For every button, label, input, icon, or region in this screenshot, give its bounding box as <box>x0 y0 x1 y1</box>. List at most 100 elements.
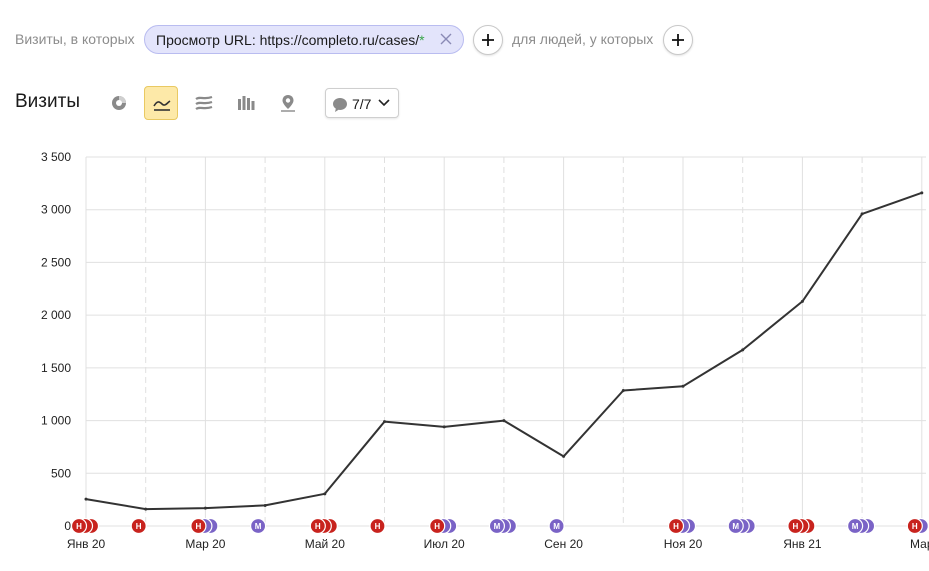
data-point <box>442 425 446 429</box>
data-point <box>860 212 864 216</box>
chart-toolbar: Визиты <box>0 84 929 120</box>
annotation-marker <box>70 517 88 535</box>
annotation-group: Н <box>130 517 147 535</box>
annotation-marker <box>130 517 147 535</box>
segment-filter-bar: Визиты, в которых Просмотр URL: https://… <box>0 0 929 80</box>
data-point <box>383 420 386 424</box>
annotation-marker <box>309 517 326 535</box>
add-visit-condition-button[interactable] <box>473 25 503 55</box>
data-point <box>562 454 566 458</box>
line-chart-icon <box>153 100 171 111</box>
y-tick-label: 2 000 <box>41 308 71 322</box>
data-point <box>263 503 267 507</box>
annotation-group: М <box>548 517 565 535</box>
comment-icon <box>333 98 347 112</box>
page-title: Визиты <box>15 91 80 112</box>
x-tick-label: Янв 21 <box>783 537 822 551</box>
annotation-marker-label: М <box>494 522 501 531</box>
y-tick-label: 3 500 <box>41 150 71 164</box>
map-icon <box>281 95 295 112</box>
annotation-group: Н <box>309 517 338 535</box>
annotation-marker-label: Н <box>196 522 202 531</box>
annotation-group: М <box>727 517 756 535</box>
plus-icon <box>672 34 684 46</box>
add-people-condition-button[interactable] <box>663 25 693 55</box>
annotation-marker-label: Н <box>136 522 142 531</box>
annotation-marker-label: М <box>732 522 739 531</box>
annotation-marker-label: М <box>553 522 560 531</box>
annotation-marker <box>846 517 864 535</box>
map-button[interactable] <box>271 86 305 120</box>
url-filter-chip-label: Просмотр URL: https://completo.ru/cases/ <box>156 31 420 48</box>
y-tick-label: 3 000 <box>41 203 71 217</box>
data-point <box>621 389 625 393</box>
x-tick-label: Июл 20 <box>424 537 465 551</box>
annotation-marker <box>667 517 685 535</box>
x-tick-label: Янв 20 <box>67 537 106 551</box>
y-tick-label: 0 <box>64 519 71 533</box>
annotation-marker-label: Н <box>434 522 440 531</box>
x-tick-label: Мар <box>910 537 929 551</box>
visits-line-chart: 0 500 1 000 1 500 2 000 2 500 3 000 3 500 Янв 20… <box>0 140 929 571</box>
bar-chart-button[interactable] <box>229 86 263 120</box>
annotation-group: Н <box>667 517 697 535</box>
data-point <box>681 384 685 388</box>
data-point <box>323 492 327 496</box>
annotation-marker <box>190 517 207 535</box>
annotation-group: Н <box>190 517 219 535</box>
pie-chart-icon <box>112 96 126 110</box>
annotation-group: Н <box>787 517 816 535</box>
annotation-marker <box>250 517 267 535</box>
annotation-group: Н <box>369 517 386 535</box>
x-tick-label: Мар 20 <box>185 537 225 551</box>
annotation-marker <box>548 517 565 535</box>
area-chart-button[interactable] <box>187 86 221 120</box>
annotation-marker <box>727 517 744 535</box>
annotation-group: М <box>488 517 517 535</box>
annotation-marker <box>488 517 505 535</box>
annotation-group: М <box>250 517 267 535</box>
x-tick-label: Ноя 20 <box>664 537 703 551</box>
data-point <box>502 419 506 423</box>
chevron-down-icon <box>378 99 390 107</box>
notes-count: 7/7 <box>352 96 372 112</box>
annotation-marker-label: Н <box>912 522 918 531</box>
pie-chart-button[interactable] <box>102 86 136 120</box>
annotation-marker-label: Н <box>375 522 381 531</box>
data-point <box>144 507 148 511</box>
y-tick-label: 1 000 <box>41 414 71 428</box>
close-icon[interactable] <box>439 32 453 46</box>
annotation-group: М <box>846 517 876 535</box>
url-filter-chip[interactable]: Просмотр URL: https://completo.ru/cases/… <box>144 25 464 54</box>
data-point <box>741 348 745 352</box>
x-tick-label: Май 20 <box>305 537 346 551</box>
annotation-marker <box>369 517 386 535</box>
y-tick-label: 500 <box>51 466 71 480</box>
chart-canvas: 0 500 1 000 1 500 2 000 2 500 3 000 3 500 Янв 20… <box>41 150 929 551</box>
url-filter-wildcard: * <box>419 31 425 48</box>
filter-prefix-label: Визиты, в которых <box>15 31 135 47</box>
annotation-marker-label: Н <box>793 522 799 531</box>
y-tick-label: 2 500 <box>41 255 71 269</box>
filter-people-label: для людей, у которых <box>512 31 654 47</box>
annotation-marker <box>787 517 804 535</box>
bar-chart-icon <box>238 96 255 110</box>
data-point <box>920 191 924 195</box>
annotation-marker-label: Н <box>76 522 82 531</box>
data-point <box>84 497 88 501</box>
annotation-group: Н <box>906 517 929 535</box>
annotation-group: Н <box>429 517 458 535</box>
line-chart-button[interactable] <box>144 86 178 120</box>
plus-icon <box>482 34 494 46</box>
annotation-marker-label: М <box>852 522 859 531</box>
y-tick-label: 1 500 <box>41 361 71 375</box>
data-point <box>800 299 804 303</box>
data-point <box>203 506 207 510</box>
notes-dropdown[interactable]: 7/7 <box>325 88 399 118</box>
annotation-marker-label: Н <box>673 522 679 531</box>
annotation-marker-label: Н <box>315 522 321 531</box>
annotation-marker <box>429 517 446 535</box>
annotation-marker <box>906 517 923 535</box>
x-tick-label: Сен 20 <box>544 537 583 551</box>
area-chart-icon <box>195 95 213 110</box>
